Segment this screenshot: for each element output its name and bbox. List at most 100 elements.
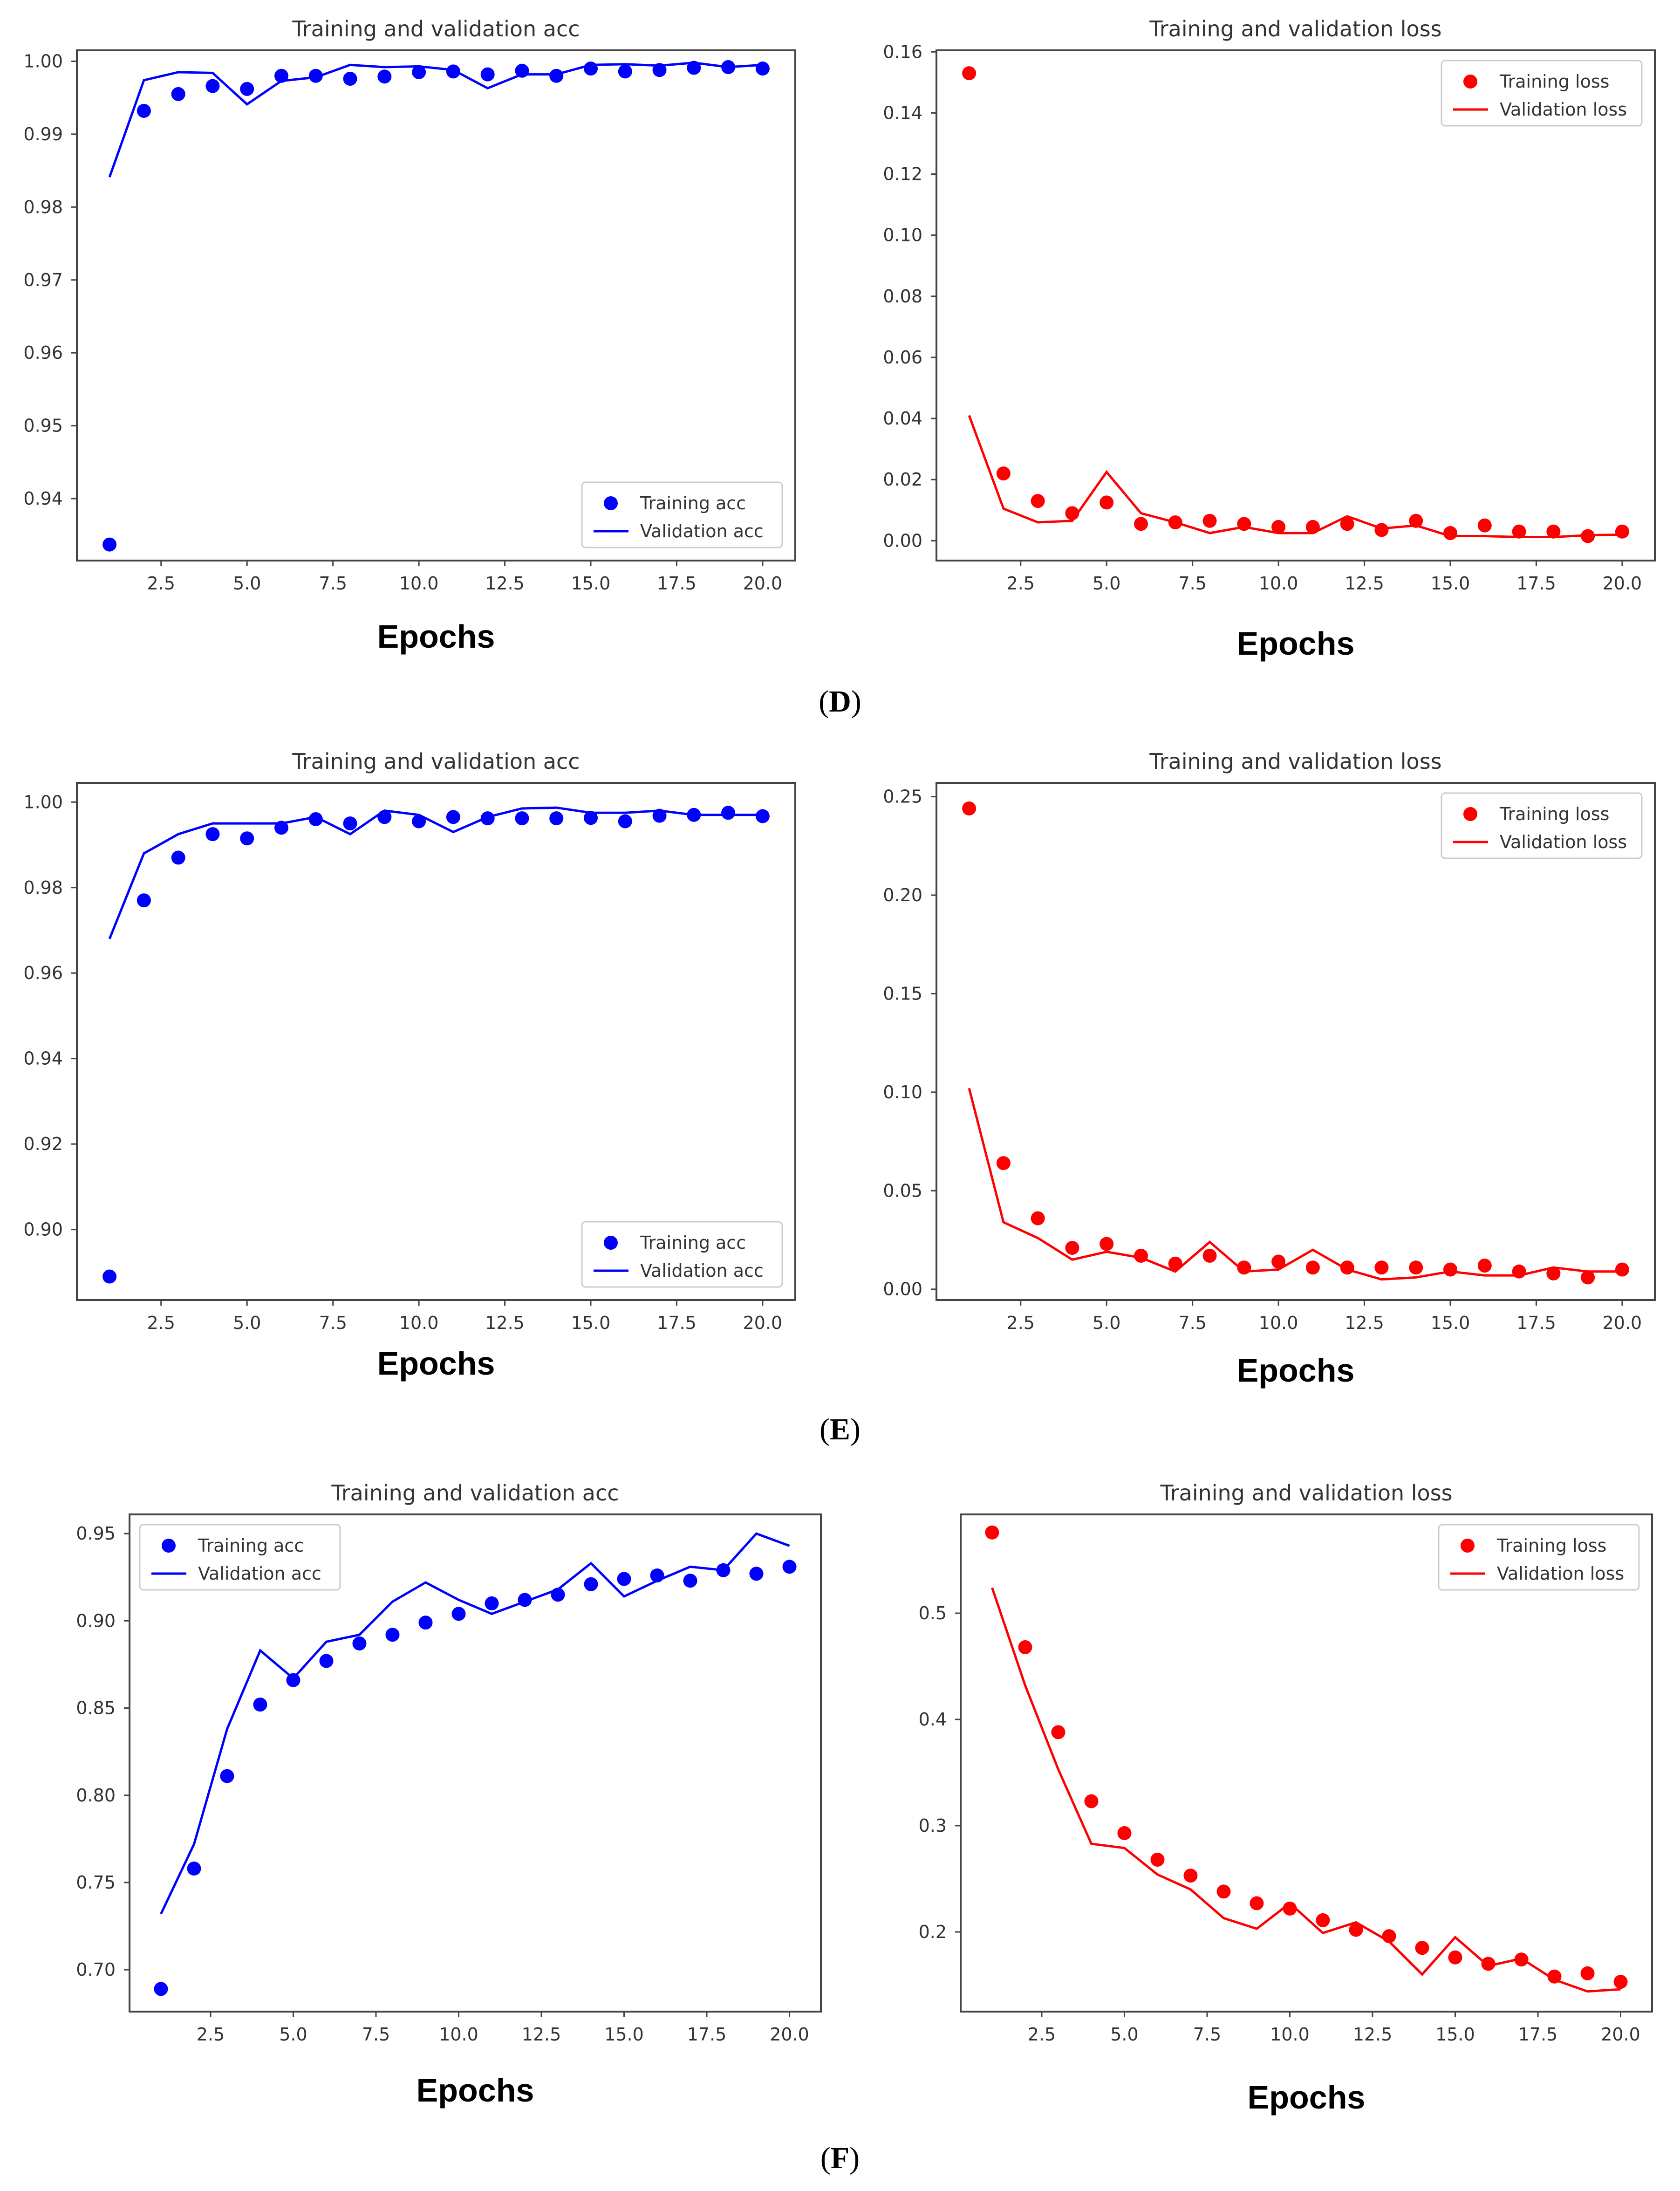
x-tick-label: 20.0: [770, 2024, 809, 2045]
data-point-training: [377, 69, 392, 84]
y-tick-label: 1.00: [23, 51, 63, 71]
data-point-training: [1183, 1869, 1198, 1883]
x-tick-label: 17.5: [1518, 2024, 1558, 2045]
y-tick-label: 0.4: [919, 1709, 947, 1730]
y-tick-label: 0.00: [883, 1279, 922, 1300]
y-tick-label: 0.00: [883, 530, 922, 551]
y-tick-label: 0.5: [919, 1603, 947, 1623]
x-tick-label: 17.5: [687, 2024, 727, 2045]
chart-5-f: Training and validation loss 2.5 5.0 7.5 10.…: [919, 1480, 1653, 2116]
chart-4-f: Training and validation acc 2.5 5.0 7.5 10.0…: [76, 1480, 822, 2109]
x-tick-label: 15.0: [604, 2024, 644, 2045]
y-tick-label: 0.80: [76, 1785, 116, 1806]
legend-label: Training acc: [640, 1232, 746, 1253]
legend-box: [1441, 792, 1643, 859]
data-point-training: [240, 82, 254, 96]
legend-label: Training acc: [198, 1535, 304, 1556]
chart-0-d: Training and validation acc 2.5 5.0 7.5 10.0…: [23, 16, 796, 655]
data-point-training: [1349, 1923, 1363, 1937]
data-point-training: [1415, 1941, 1429, 1955]
x-tick-label: 2.5: [147, 573, 175, 594]
y-tick-label: 0.96: [23, 342, 63, 363]
series-line-validation: [108, 62, 763, 178]
data-point-training: [1271, 520, 1286, 534]
x-tick-label: 17.5: [657, 573, 697, 594]
x-tick-label: 7.5: [1178, 573, 1206, 594]
y-tick-label: 0.2: [919, 1922, 947, 1942]
x-tick-label: 7.5: [362, 2024, 390, 2045]
x-tick-label: 12.5: [1345, 573, 1384, 594]
data-point-training: [1100, 1237, 1114, 1251]
data-point-training: [187, 1862, 201, 1876]
legend-label: Validation acc: [640, 1260, 764, 1281]
data-point-training: [480, 67, 495, 82]
data-point-training: [1084, 1794, 1099, 1808]
y-tick-label: 0.85: [76, 1698, 116, 1719]
data-point-training: [1546, 1266, 1561, 1280]
data-point-training: [1409, 514, 1423, 528]
plot-frame: [960, 1513, 1653, 2013]
data-point-training: [1065, 1240, 1079, 1255]
data-point-training: [618, 814, 632, 828]
legend-label: Validation loss: [1497, 1563, 1624, 1584]
data-point-training: [220, 1769, 234, 1783]
y-tick-label: 0.94: [23, 488, 63, 509]
data-point-training: [385, 1628, 400, 1642]
y-tick-label: 0.75: [76, 1872, 116, 1893]
legend-box: [1441, 60, 1643, 127]
data-point-training: [962, 801, 977, 815]
data-point-training: [154, 1982, 168, 1996]
series-line-validation: [108, 806, 763, 939]
data-point-training: [1031, 1211, 1045, 1226]
data-point-training: [1018, 1640, 1032, 1654]
data-point-training: [205, 79, 220, 93]
legend-dot-marker: [1463, 75, 1477, 89]
x-tick-label: 20.0: [743, 1313, 783, 1333]
x-tick-label: 10.0: [1259, 573, 1298, 594]
data-point-training: [1117, 1826, 1132, 1840]
x-axis-label: Epochs: [1248, 2079, 1366, 2116]
plot-frame: [76, 782, 796, 1301]
data-point-training: [1271, 1254, 1286, 1269]
legend: Training loss Validation loss: [1441, 60, 1643, 127]
x-tick-label: 5.0: [233, 573, 261, 594]
x-tick-label: 17.5: [1516, 573, 1556, 594]
data-point-training: [962, 66, 977, 81]
y-tick-label: 0.95: [23, 416, 63, 436]
chart-title: Training and validation acc: [331, 1480, 619, 1506]
chart-1-d: Training and validation loss 2.5 5.0 7.5 10.…: [883, 16, 1656, 662]
data-point-training: [1305, 1260, 1320, 1275]
data-point-training: [985, 1525, 999, 1540]
data-point-training: [274, 68, 288, 83]
data-point-training: [319, 1654, 334, 1668]
data-point-training: [308, 812, 323, 826]
data-point-training: [515, 811, 529, 826]
data-point-training: [308, 68, 323, 83]
data-point-training: [782, 1560, 797, 1574]
data-point-training: [485, 1596, 499, 1610]
plot-frame: [76, 49, 796, 561]
data-point-training: [343, 816, 357, 831]
legend-dot-marker: [604, 496, 618, 510]
chart-title: Training and validation loss: [1149, 749, 1441, 774]
legend-label: Training loss: [1496, 1535, 1606, 1556]
y-tick-label: 0.15: [883, 983, 922, 1004]
legend-dot-marker: [1463, 807, 1477, 821]
x-tick-label: 15.0: [1431, 1313, 1470, 1333]
plot-frame: [936, 782, 1656, 1301]
legend: Training loss Validation loss: [1441, 792, 1643, 859]
data-point-training: [1202, 514, 1217, 528]
data-point-training: [102, 537, 117, 552]
data-point-training: [996, 466, 1011, 481]
data-point-training: [996, 1156, 1011, 1171]
x-tick-label: 12.5: [1345, 1313, 1384, 1333]
data-point-training: [1216, 1884, 1231, 1899]
x-tick-label: 12.5: [1353, 2024, 1393, 2045]
x-tick-label: 5.0: [233, 1313, 261, 1333]
data-point-training: [617, 1572, 631, 1586]
data-point-training: [1374, 523, 1389, 537]
y-tick-label: 0.70: [76, 1959, 116, 1980]
x-tick-label: 17.5: [657, 1313, 697, 1333]
x-tick-label: 5.0: [1110, 2024, 1138, 2045]
x-tick-label: 15.0: [571, 573, 611, 594]
